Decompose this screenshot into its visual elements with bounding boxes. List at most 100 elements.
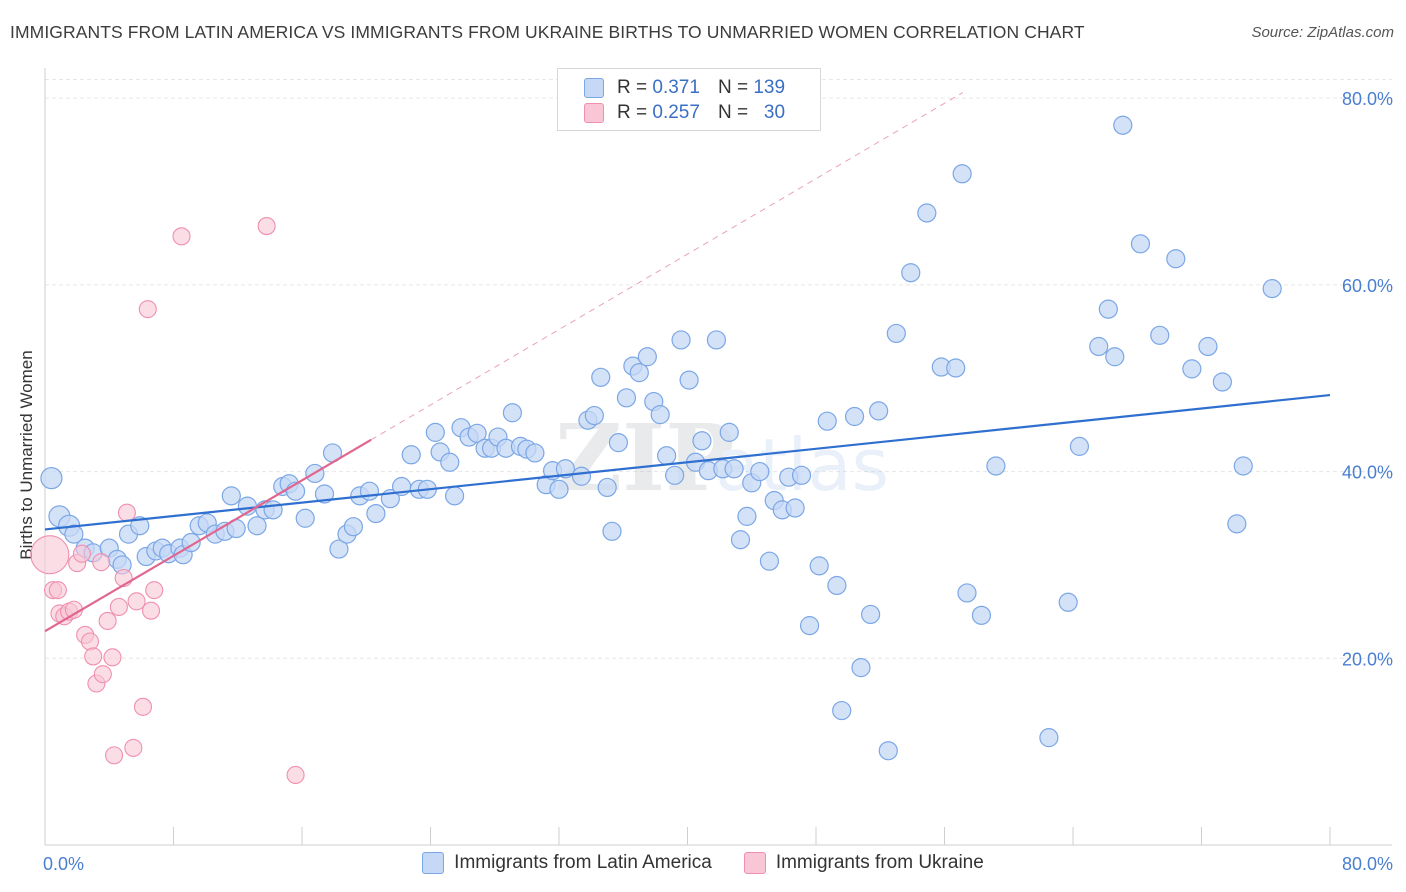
data-point-latin-america: [1069, 436, 1090, 456]
data-point-latin-america: [1113, 115, 1133, 135]
legend-swatch-latin-america: [422, 852, 445, 874]
legend-row-latin-america: R = 0.371 N = 139: [584, 76, 785, 100]
data-point-latin-america: [861, 604, 881, 625]
y-tick-label: 60.0%: [1342, 276, 1393, 296]
trend-line-latin-america: [44, 393, 1331, 531]
data-point-latin-america: [1098, 299, 1118, 319]
data-point-latin-america: [827, 575, 847, 596]
data-point-latin-america: [679, 370, 699, 390]
data-point-latin-america: [901, 263, 921, 283]
data-point-latin-america: [730, 530, 751, 550]
data-point-latin-america: [1130, 234, 1151, 254]
data-point-ukraine: [117, 503, 136, 522]
data-point-latin-america: [657, 446, 677, 466]
data-point-ukraine: [141, 601, 161, 620]
source-credit: Source: ZipAtlas.com: [1251, 24, 1394, 41]
data-point-latin-america: [602, 521, 622, 541]
data-point-latin-america: [844, 406, 865, 427]
data-point-latin-america: [1150, 325, 1170, 345]
legend-n-value: 30: [763, 102, 786, 123]
data-point-latin-america: [671, 330, 691, 350]
data-point-ukraine: [80, 632, 100, 651]
data-point-latin-america: [247, 516, 267, 536]
data-point-latin-america: [869, 401, 889, 421]
data-point-ukraine: [109, 597, 128, 616]
data-point-latin-america: [1105, 347, 1125, 367]
y-tick-label: 20.0%: [1342, 649, 1393, 669]
trend-extension: [370, 92, 964, 441]
legend-label-ukraine: Immigrants from Ukraine: [775, 852, 984, 873]
data-point-latin-america: [597, 477, 617, 498]
axes: [44, 68, 1392, 846]
data-point-latin-america: [637, 347, 657, 367]
data-point-latin-america: [467, 423, 487, 443]
trend-lines: [44, 393, 1331, 633]
data-point-ukraine: [103, 648, 122, 667]
series-ukraine-points: [30, 217, 305, 785]
data-point-latin-america: [952, 164, 972, 184]
legend-n-value: 139: [753, 77, 786, 98]
data-point-latin-america: [1039, 728, 1059, 748]
data-point-latin-america: [343, 517, 363, 537]
data-point-ukraine: [84, 647, 103, 666]
watermark-atlas: atlas: [715, 423, 889, 507]
data-point-latin-america: [1198, 336, 1218, 357]
data-point-latin-america: [809, 556, 829, 576]
data-point-latin-america: [1212, 372, 1232, 392]
data-point-latin-america: [591, 367, 611, 387]
data-point-latin-america: [295, 508, 315, 528]
data-point-ukraine: [172, 227, 191, 246]
legend-n-label: N =: [717, 77, 749, 98]
data-point-latin-america: [64, 524, 84, 544]
data-point-latin-america: [1182, 359, 1202, 379]
data-point-ukraine: [257, 217, 276, 236]
data-point-latin-america: [791, 465, 812, 485]
data-point-latin-america: [946, 358, 966, 378]
data-point-latin-america: [759, 551, 780, 571]
data-point-latin-america: [917, 203, 937, 223]
data-point-latin-america: [719, 422, 739, 442]
data-point-ukraine: [133, 697, 153, 716]
data-point-latin-america: [555, 459, 576, 479]
data-point-latin-america: [986, 456, 1006, 476]
data-point-latin-america: [817, 411, 837, 431]
data-point-latin-america: [832, 700, 852, 721]
legend-r-value: 0.257: [652, 102, 700, 123]
data-point-ukraine: [72, 544, 91, 563]
data-point-latin-america: [584, 405, 604, 426]
data-point-latin-america: [263, 500, 283, 520]
legend-label-latin-america: Immigrants from Latin America: [454, 852, 712, 873]
x-tick-label: 0.0%: [43, 854, 84, 874]
data-point-latin-america: [1089, 336, 1109, 357]
chart-title: IMMIGRANTS FROM LATIN AMERICA VS IMMIGRA…: [10, 22, 1085, 42]
data-point-ukraine: [127, 592, 146, 611]
trend-line-ukraine: [44, 438, 372, 633]
data-point-latin-america: [1058, 592, 1078, 612]
legend-row-ukraine: R = 0.257 N = 30: [584, 101, 785, 125]
data-point-latin-america: [706, 330, 727, 350]
data-point-latin-america: [724, 459, 744, 479]
data-point-latin-america: [525, 443, 545, 463]
y-tick-label: 80.0%: [1342, 89, 1393, 109]
trend-extension-ukraine: [370, 92, 964, 441]
data-point-latin-america: [1262, 279, 1282, 299]
data-point-latin-america: [314, 484, 335, 504]
data-point-latin-america: [221, 486, 241, 506]
legend-item-latin-america: Immigrants from Latin America: [422, 852, 712, 874]
correlation-legend: R = 0.371 N = 139 R = 0.257 N = 30: [557, 68, 821, 131]
data-point-ukraine: [138, 300, 157, 319]
legend-item-ukraine: Immigrants from Ukraine: [743, 852, 984, 874]
data-point-ukraine: [48, 581, 67, 600]
data-point-ukraine: [92, 553, 111, 572]
data-point-latin-america: [692, 431, 712, 451]
data-point-latin-america: [1166, 249, 1186, 269]
data-point-latin-america: [886, 323, 906, 344]
data-point-ukraine: [124, 738, 143, 757]
data-point-ukraine: [30, 535, 70, 575]
data-point-latin-america: [440, 452, 460, 472]
data-point-latin-america: [401, 445, 421, 465]
data-point-latin-america: [629, 363, 649, 383]
data-point-latin-america: [425, 422, 445, 442]
data-point-latin-america: [616, 388, 637, 408]
